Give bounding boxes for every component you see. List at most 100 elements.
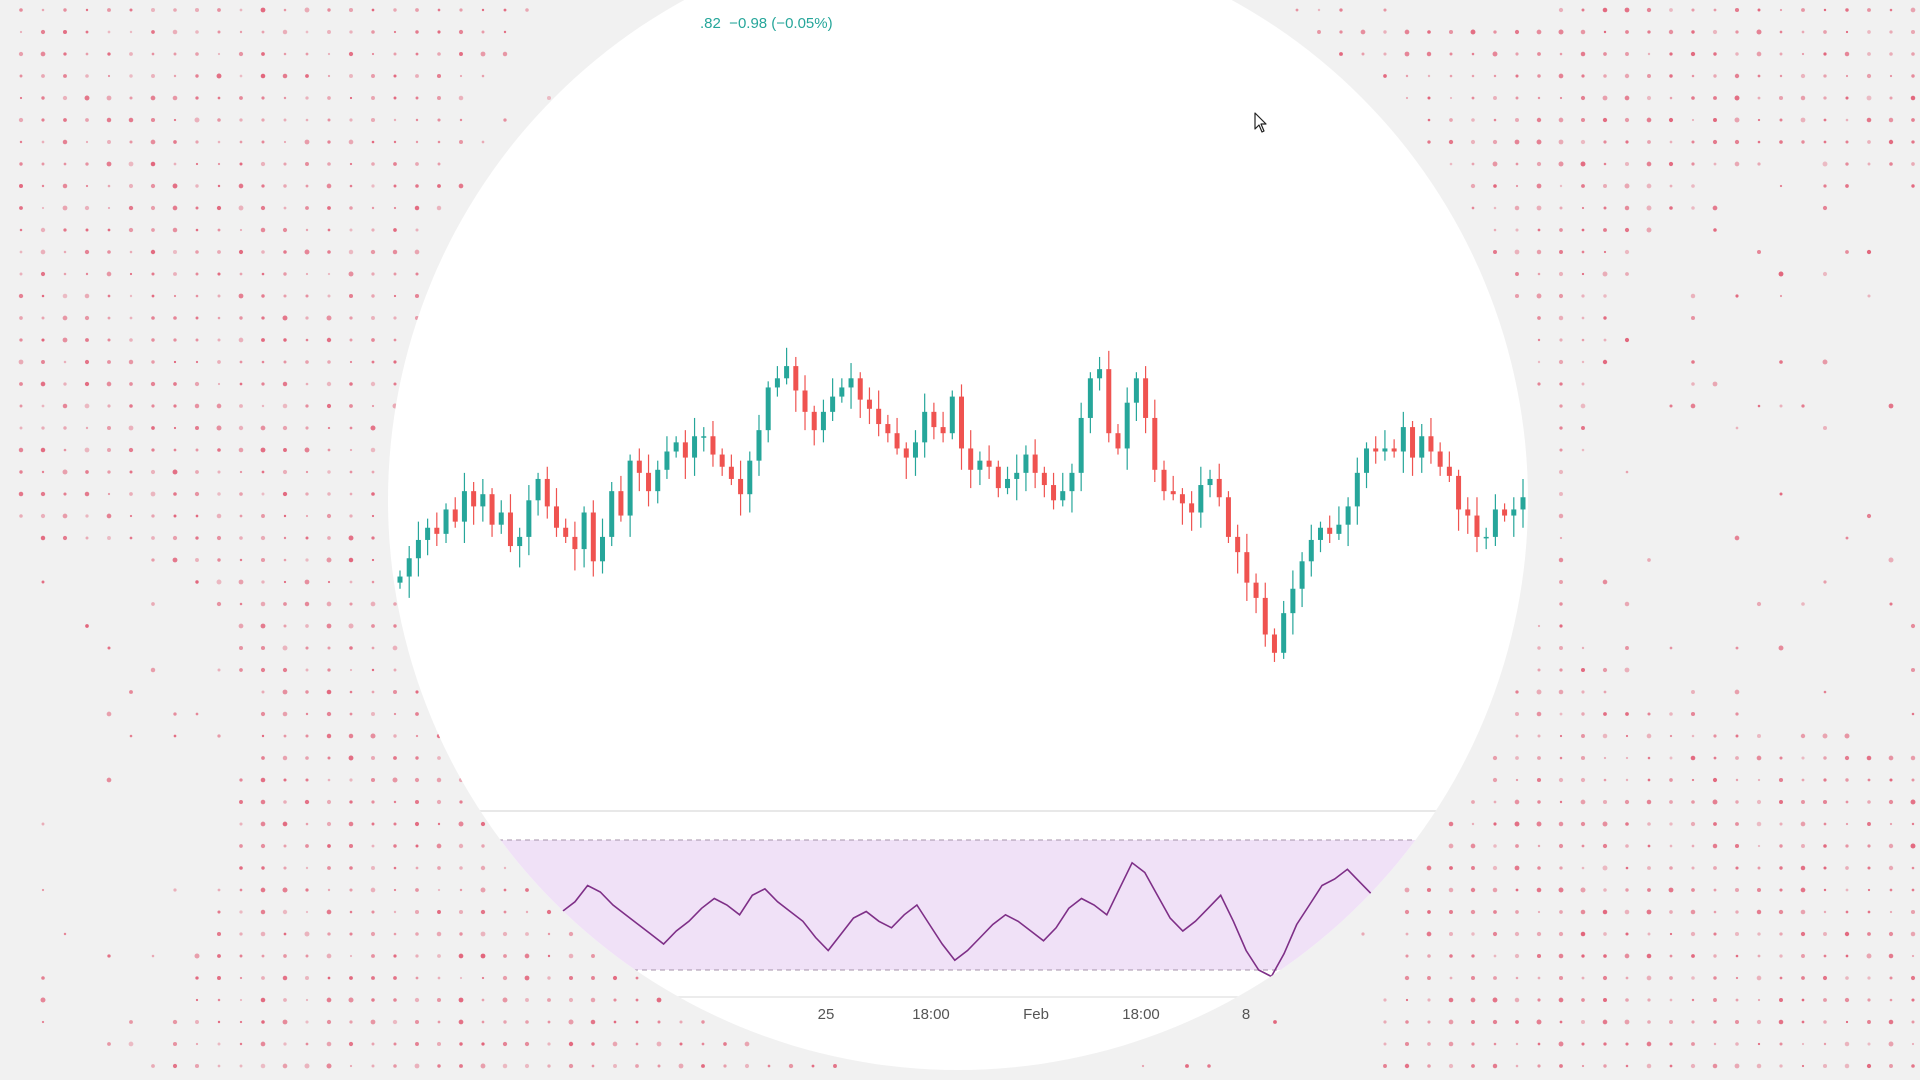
background-dot bbox=[283, 866, 287, 870]
background-dot bbox=[282, 645, 288, 651]
background-dot bbox=[1888, 843, 1894, 849]
background-dot bbox=[1690, 909, 1696, 915]
background-dot bbox=[195, 1042, 199, 1046]
background-dot bbox=[1514, 953, 1520, 959]
candle-body bbox=[1308, 539, 1314, 562]
background-dot bbox=[1559, 910, 1563, 914]
background-dot bbox=[327, 932, 331, 936]
background-dot bbox=[1911, 74, 1915, 78]
background-dot bbox=[239, 866, 243, 870]
background-dot bbox=[1493, 910, 1497, 914]
background-dot bbox=[481, 976, 485, 980]
background-dot bbox=[1757, 998, 1761, 1002]
background-dot bbox=[1471, 1064, 1475, 1068]
background-dot bbox=[283, 448, 287, 452]
background-dot bbox=[217, 1042, 221, 1046]
background-dot bbox=[1537, 866, 1541, 870]
background-dot bbox=[195, 250, 199, 254]
background-dot bbox=[107, 492, 111, 496]
background-dot bbox=[19, 228, 23, 232]
background-dot bbox=[1602, 1019, 1608, 1025]
background-dot bbox=[1734, 689, 1740, 695]
background-dot bbox=[239, 492, 243, 496]
background-dot bbox=[1867, 888, 1871, 892]
background-dot bbox=[679, 1042, 683, 1046]
background-dot bbox=[393, 228, 397, 232]
background-dot bbox=[1581, 954, 1585, 958]
background-dot bbox=[305, 52, 309, 56]
background-dot bbox=[1404, 29, 1410, 35]
background-dot bbox=[1603, 140, 1607, 144]
background-dot bbox=[195, 360, 199, 364]
candle-body bbox=[1087, 378, 1093, 418]
background-dot bbox=[305, 778, 309, 782]
background-dot bbox=[1822, 205, 1828, 211]
background-dot bbox=[1713, 8, 1717, 12]
background-dot bbox=[282, 491, 288, 497]
background-dot bbox=[1603, 712, 1607, 716]
background-dot bbox=[19, 382, 23, 386]
background-dot bbox=[371, 74, 375, 78]
background-dot bbox=[371, 976, 375, 980]
background-dot bbox=[1427, 96, 1431, 100]
background-dot bbox=[19, 8, 23, 12]
background-dot bbox=[41, 976, 45, 980]
background-dot bbox=[1647, 52, 1651, 56]
candle-body bbox=[1410, 427, 1416, 458]
background-dot bbox=[1735, 910, 1739, 914]
background-dot bbox=[1625, 756, 1629, 760]
background-dot bbox=[1449, 162, 1453, 166]
background-dot bbox=[84, 491, 90, 497]
background-dot bbox=[239, 778, 243, 782]
background-dot bbox=[437, 822, 441, 826]
background-dot bbox=[195, 448, 199, 452]
background-dot bbox=[1822, 425, 1828, 431]
background-dot bbox=[195, 558, 199, 562]
background-dot bbox=[107, 30, 111, 34]
background-dot bbox=[459, 976, 463, 980]
candle-body bbox=[1262, 597, 1268, 635]
background-dot bbox=[525, 932, 529, 936]
background-dot bbox=[1515, 184, 1519, 188]
background-dot bbox=[370, 711, 376, 717]
background-dot bbox=[1581, 866, 1585, 870]
candle-body bbox=[866, 399, 872, 409]
background-dot bbox=[1691, 184, 1695, 188]
background-dot bbox=[1493, 250, 1497, 254]
background-dot bbox=[1536, 931, 1542, 937]
background-dot bbox=[1273, 1020, 1277, 1024]
background-dot bbox=[392, 1019, 398, 1025]
background-dot bbox=[1559, 404, 1563, 408]
background-dot bbox=[107, 536, 111, 540]
background-dot bbox=[1581, 712, 1585, 716]
background-dot bbox=[1712, 205, 1718, 211]
background-dot bbox=[1493, 184, 1497, 188]
candle-body bbox=[1327, 527, 1333, 534]
background-dot bbox=[1514, 799, 1520, 805]
background-dot bbox=[371, 800, 375, 804]
background-dot bbox=[349, 888, 353, 892]
background-dot bbox=[151, 426, 155, 430]
background-dot bbox=[1625, 844, 1629, 848]
background-dot bbox=[1492, 51, 1498, 57]
background-dot bbox=[371, 30, 375, 34]
background-dot bbox=[1449, 932, 1453, 936]
background-dot bbox=[1669, 8, 1673, 12]
background-dot bbox=[1449, 52, 1453, 56]
background-dot bbox=[1515, 162, 1519, 166]
background-dot bbox=[1801, 404, 1805, 408]
background-dot bbox=[238, 183, 244, 189]
background-dot bbox=[85, 140, 89, 144]
background-dot bbox=[1449, 976, 1453, 980]
background-dot bbox=[40, 535, 46, 541]
background-dot bbox=[1536, 139, 1542, 145]
background-dot bbox=[217, 558, 221, 562]
background-dot bbox=[415, 8, 419, 12]
background-dot bbox=[40, 381, 46, 387]
background-dot bbox=[129, 690, 133, 694]
background-dot bbox=[1888, 755, 1894, 761]
background-dot bbox=[239, 558, 243, 562]
candle-body bbox=[922, 411, 928, 443]
background-dot bbox=[283, 624, 287, 628]
